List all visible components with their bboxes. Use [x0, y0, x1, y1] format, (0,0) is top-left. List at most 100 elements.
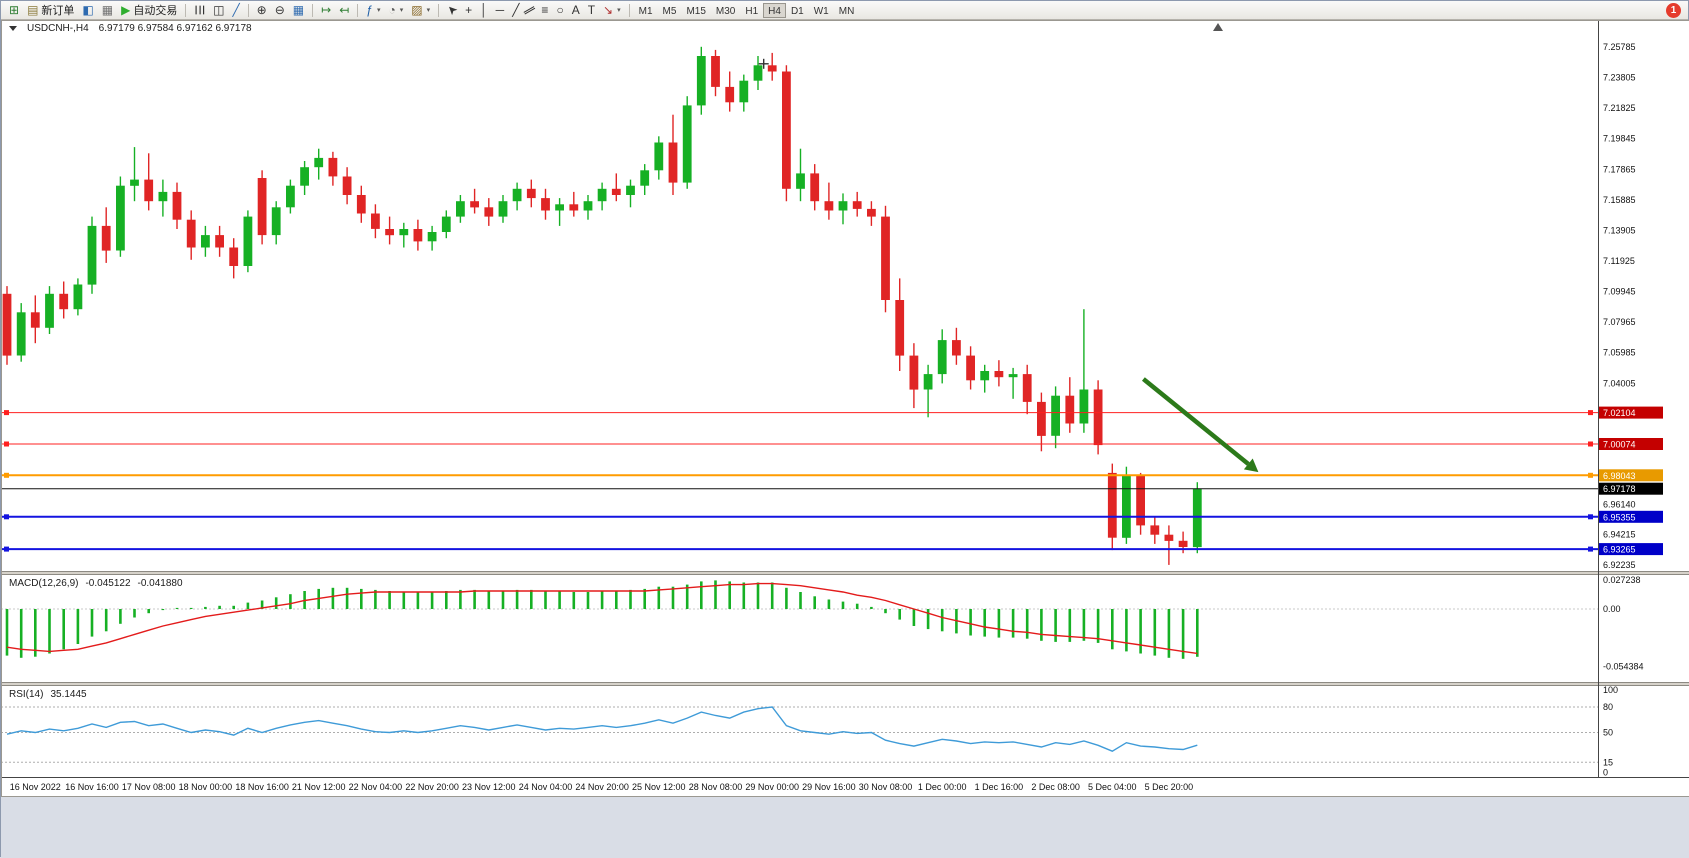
indicators-button[interactable]: ƒ▾: [362, 2, 384, 19]
timeframe-h1-button[interactable]: H1: [740, 3, 763, 18]
arrows-icon: ↘: [603, 4, 613, 16]
candle-body: [159, 192, 168, 201]
candle-body: [924, 374, 933, 389]
candle-body: [796, 173, 805, 188]
tile-windows-button[interactable]: ▦: [289, 2, 308, 19]
timeframe-mn-button[interactable]: MN: [834, 3, 860, 18]
toolbar-separator: [357, 4, 358, 17]
timeframe-h4-button[interactable]: H4: [763, 3, 786, 18]
candle-body: [527, 189, 536, 198]
timeframe-m1-button[interactable]: M1: [634, 3, 658, 18]
chart-background[interactable]: [1, 20, 1689, 797]
chart-candles-button[interactable]: ◫: [209, 2, 228, 19]
zoom-out-button[interactable]: ⊖: [271, 2, 289, 19]
line-handle[interactable]: [1588, 547, 1593, 552]
vertical-line-button[interactable]: │: [476, 2, 492, 19]
candle-body: [640, 170, 649, 185]
candle-body: [456, 201, 465, 216]
candle-body: [541, 198, 550, 210]
timeframe-m30-button[interactable]: M30: [711, 3, 740, 18]
toolbar-separator: [248, 4, 249, 17]
cursor-button[interactable]: ➤: [443, 2, 461, 19]
line-handle[interactable]: [4, 473, 9, 478]
shapes-icon: ○: [556, 4, 563, 16]
candles-icon: ◫: [213, 4, 224, 16]
play-icon: ▶: [121, 4, 130, 16]
candle-body: [173, 192, 182, 220]
candle-body: [484, 207, 493, 216]
candle-body: [895, 300, 904, 356]
cursor-icon: ➤: [444, 2, 460, 18]
horizontal-line-button[interactable]: ─: [492, 2, 509, 19]
candle-body: [952, 340, 961, 355]
candle-body: [17, 312, 26, 355]
candle-body: [1193, 489, 1202, 547]
new-chart-button[interactable]: ⊞: [5, 2, 23, 19]
line-handle[interactable]: [4, 547, 9, 552]
auto-trading-button[interactable]: ▶自动交易: [117, 2, 181, 19]
candle-body: [966, 356, 975, 381]
candle-body: [754, 65, 763, 80]
caret-icon: ▾: [377, 6, 381, 14]
auto-trading-label: 自动交易: [133, 2, 177, 18]
shapes-button[interactable]: ○: [552, 2, 567, 19]
auto-scroll-button[interactable]: ↦: [317, 2, 335, 19]
notification-badge[interactable]: 1: [1666, 3, 1681, 18]
text-button[interactable]: A: [568, 2, 584, 19]
clock-icon: ◔: [388, 4, 395, 16]
price-scale[interactable]: [1598, 20, 1689, 777]
candle-body: [782, 72, 791, 189]
line-handle[interactable]: [1588, 442, 1593, 447]
line-handle[interactable]: [1588, 514, 1593, 519]
candle-body: [385, 229, 394, 235]
chart-line-button[interactable]: ╱: [228, 2, 243, 19]
periods-button[interactable]: ◔▾: [384, 2, 407, 19]
candle-body: [697, 56, 706, 105]
line-handle[interactable]: [1588, 410, 1593, 415]
order-ticket-icon: ▤: [27, 4, 38, 16]
crosshair-button[interactable]: +: [461, 2, 476, 19]
time-scale[interactable]: [1, 777, 1689, 797]
chart-bars-button[interactable]: ☰: [190, 2, 209, 19]
channel-icon: ∥: [524, 4, 537, 15]
toolbar-separator: [312, 4, 313, 17]
candle-body: [1179, 541, 1188, 547]
chart-shift-button[interactable]: ↤: [335, 2, 353, 19]
templates-button[interactable]: ▨▾: [407, 2, 434, 19]
candle-body: [1136, 476, 1145, 525]
candle-body: [513, 189, 522, 201]
candle-body: [569, 204, 578, 210]
arrows-button[interactable]: ↘▾: [599, 2, 625, 19]
new-order-button[interactable]: ▤新订单: [23, 2, 78, 19]
line-handle[interactable]: [1588, 473, 1593, 478]
market-watch-button[interactable]: ◧: [78, 2, 97, 19]
line-handle[interactable]: [4, 442, 9, 447]
candle-body: [1065, 396, 1074, 424]
candle-body: [711, 56, 720, 87]
candle-body: [399, 229, 408, 235]
candle-body: [187, 220, 196, 248]
candle-body: [768, 65, 777, 71]
candle-body: [286, 186, 295, 208]
candle-body: [357, 195, 366, 214]
text-label-button[interactable]: T: [584, 2, 599, 19]
line-handle[interactable]: [4, 514, 9, 519]
timeframe-d1-button[interactable]: D1: [786, 3, 809, 18]
candle-body: [995, 371, 1004, 377]
timeframe-m5-button[interactable]: M5: [658, 3, 682, 18]
data-window-button[interactable]: ▦: [98, 2, 117, 19]
fibonacci-button[interactable]: ≡: [537, 2, 552, 19]
timeframe-w1-button[interactable]: W1: [809, 3, 834, 18]
line-handle[interactable]: [4, 410, 9, 415]
timeframe-m15-button[interactable]: M15: [681, 3, 710, 18]
zoom-in-button[interactable]: ⊕: [253, 2, 271, 19]
zoom-in-icon: ⊕: [257, 4, 267, 16]
equidistant-channel-button[interactable]: ∥: [523, 2, 537, 19]
chart-menu-icon[interactable]: [9, 26, 17, 31]
line-icon: ╱: [232, 4, 239, 16]
trendline-button[interactable]: ╱: [508, 2, 523, 19]
candle-body: [980, 371, 989, 380]
